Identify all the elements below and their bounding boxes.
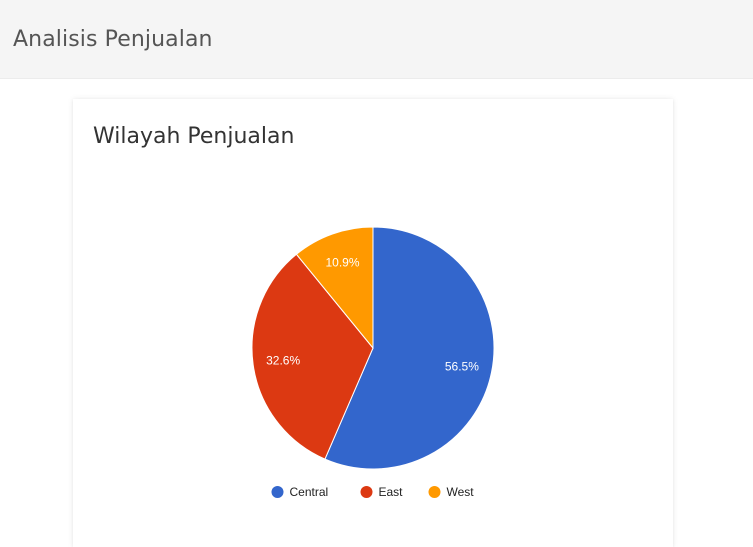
legend-marker-east[interactable] [360,486,373,498]
pie-slice-east[interactable] [251,253,374,460]
legend-marker-central[interactable] [271,486,284,498]
legend-label-east[interactable]: East [379,485,404,499]
legend-marker-west[interactable] [428,486,441,498]
legend-label-central[interactable]: Central [290,485,329,499]
slice-label-central: 56.5% [445,359,479,373]
legend-label-west[interactable]: West [447,485,475,499]
app-header: Analisis Penjualan [0,0,753,79]
card-title: Wilayah Penjualan [93,124,295,149]
slice-label-east: 32.6% [266,354,300,368]
pie-slice-central[interactable] [324,226,495,470]
page-title: Analisis Penjualan [13,27,213,52]
slice-label-west: 10.9% [326,256,360,270]
pie-slice-west[interactable] [295,226,374,350]
chart-card: Wilayah Penjualan 56.5% 32.6% 10.9% Central… [73,99,673,547]
pie-chart: 56.5% 32.6% 10.9% Central East West [251,226,495,499]
